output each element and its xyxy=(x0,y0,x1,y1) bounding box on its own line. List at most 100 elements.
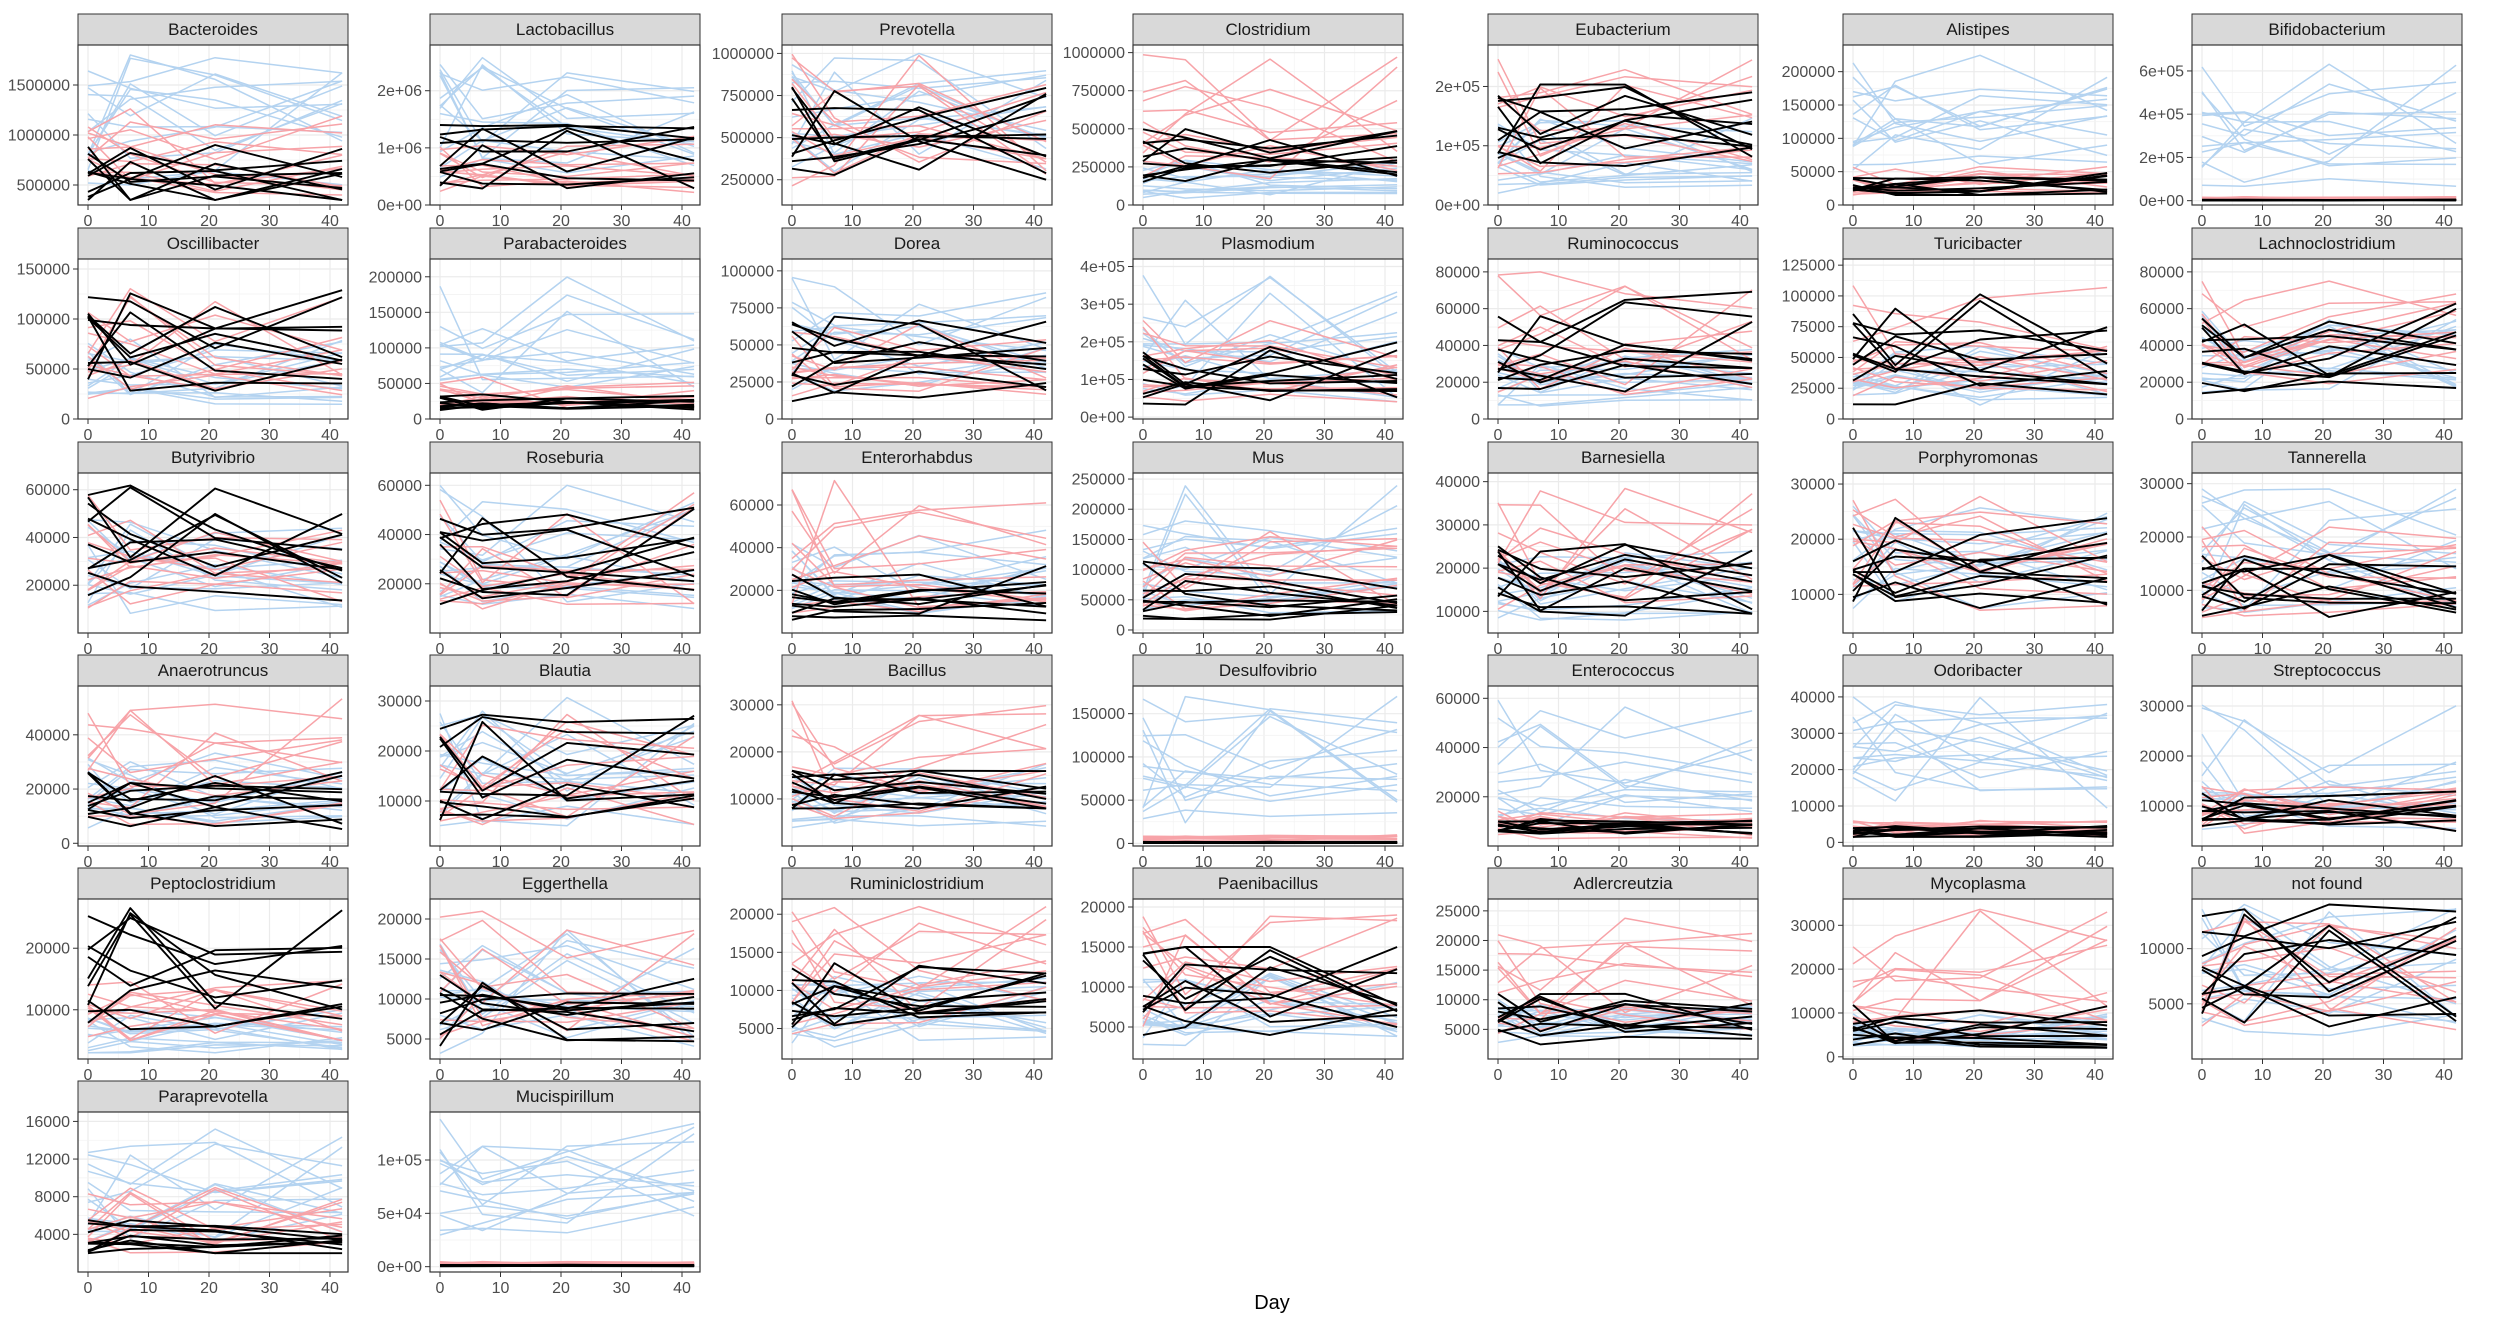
series-line-blue xyxy=(87,1181,343,1214)
series-line-black xyxy=(87,1222,343,1236)
x-tick-label: 20 xyxy=(1610,641,1628,658)
series-line-pink xyxy=(1852,498,2108,572)
panel-strip xyxy=(77,13,349,46)
panel-strip xyxy=(1842,441,2114,474)
series-line-black xyxy=(2201,920,2457,957)
y-tick-label: 0 xyxy=(1826,412,1835,429)
series-line-blue xyxy=(439,276,695,348)
x-tick-label: 30 xyxy=(1671,641,1689,658)
x-tick-label: 40 xyxy=(2086,1067,2104,1084)
series-line-blue xyxy=(1142,335,1398,353)
y-tick-label: 20000 xyxy=(378,912,423,929)
x-tick-label: 10 xyxy=(844,427,862,444)
x-tick-label: 30 xyxy=(1316,427,1334,444)
series-line-black xyxy=(2201,908,2457,993)
y-tick-label: 50000 xyxy=(26,362,71,379)
x-tick-label: 30 xyxy=(613,641,631,658)
y-tick-label: 80000 xyxy=(2140,264,2185,281)
x-tick-label: 30 xyxy=(1316,1067,1334,1084)
series-line-pink xyxy=(87,724,343,744)
series-line-black xyxy=(1142,986,1398,1029)
series-line-blue xyxy=(1852,712,2108,762)
panel-strip xyxy=(429,441,701,474)
series-line-pink xyxy=(1142,915,1398,1010)
series-line-blue xyxy=(1852,376,2108,399)
y-tick-label: 6e+05 xyxy=(2139,63,2184,80)
panel-title: Porphyromonas xyxy=(1918,448,2038,467)
series-line-black xyxy=(1852,1017,2108,1025)
series-line-blue xyxy=(2201,917,2457,971)
series-line-black xyxy=(439,395,695,410)
series-line-pink xyxy=(791,489,1047,570)
series-line-black xyxy=(1852,322,2108,371)
panel-title: Desulfovibrio xyxy=(1219,661,1317,680)
x-tick-label: 40 xyxy=(673,427,691,444)
series-line-pink xyxy=(2201,293,2457,328)
series-line-pink xyxy=(2201,565,2457,613)
series-line-black xyxy=(439,127,695,173)
series-line-pink xyxy=(1497,320,1753,368)
series-line-black xyxy=(87,158,343,201)
series-line-black xyxy=(1497,83,1753,158)
y-tick-label: 40000 xyxy=(2140,338,2185,355)
panel-strip xyxy=(1842,13,2114,46)
series-lines xyxy=(2201,280,2457,395)
panel-strip xyxy=(429,867,701,900)
y-tick-label: 0e+00 xyxy=(377,198,422,215)
panel-border xyxy=(1842,258,2114,420)
x-tick-label: 30 xyxy=(1671,854,1689,871)
series-line-black xyxy=(791,98,1047,160)
x-tick-label: 20 xyxy=(552,854,570,871)
series-line-blue xyxy=(1142,717,1398,802)
x-tick-label: 10 xyxy=(492,1280,510,1297)
x-tick-label: 20 xyxy=(904,213,922,230)
series-line-black xyxy=(439,977,695,1036)
series-line-pink xyxy=(87,494,343,551)
series-line-pink xyxy=(2201,302,2457,363)
panel-title: Anaerotruncus xyxy=(158,661,269,680)
series-line-blue xyxy=(87,56,343,87)
x-tick-label: 0 xyxy=(436,427,445,444)
series-line-pink xyxy=(87,1198,343,1245)
series-line-black xyxy=(1852,517,2108,574)
series-line-blue xyxy=(1142,291,1398,345)
x-tick-label: 0 xyxy=(1494,1067,1503,1084)
series-line-black xyxy=(439,506,695,536)
panel-eggerthella: Eggerthella 5000 10000 15000 20000 0 10 20 30 40 xyxy=(378,867,701,1084)
y-tick-label: 500000 xyxy=(721,130,774,147)
series-line-pink xyxy=(1142,1004,1398,1009)
x-tick-label: 10 xyxy=(140,1280,158,1297)
series-line-blue xyxy=(2201,1013,2457,1037)
series-line-blue xyxy=(1852,761,2108,791)
series-line-black xyxy=(791,109,1047,163)
series-line-pink xyxy=(1142,934,1398,1005)
panel-border xyxy=(1487,258,1759,420)
series-line-black xyxy=(87,804,343,820)
x-tick-label: 30 xyxy=(965,427,983,444)
series-line-pink xyxy=(1497,560,1753,604)
series-line-pink xyxy=(2201,280,2457,325)
series-line-blue xyxy=(2201,504,2457,563)
series-line-blue xyxy=(1497,394,1753,407)
panel-bacteroides: Bacteroides 500000 1000000 1500000 0 10 20 30 40 xyxy=(8,13,349,230)
series-line-blue xyxy=(1852,99,2108,157)
panel-lachnoclostridium: Lachnoclostridium 0 20000 40000 60000 80000 0 1… xyxy=(2140,227,2463,444)
y-tick-label: 2e+06 xyxy=(377,83,422,100)
series-line-black xyxy=(1852,293,2108,367)
series-line-black xyxy=(1142,349,1398,406)
panel-clostridium: Clostridium 0 250000 500000 750000 1000000 0 10… xyxy=(1063,13,1404,230)
series-line-black xyxy=(439,129,695,190)
series-line-blue xyxy=(439,944,695,991)
series-line-blue xyxy=(439,285,695,381)
series-line-black xyxy=(1497,94,1753,136)
series-line-blue xyxy=(439,501,695,544)
x-tick-label: 40 xyxy=(673,1067,691,1084)
panel-strip xyxy=(1842,867,2114,900)
series-line-blue xyxy=(1852,85,2108,127)
series-line-pink xyxy=(1497,952,1753,973)
series-line-black xyxy=(1497,86,1753,151)
series-line-blue xyxy=(1142,708,1398,787)
series-line-blue xyxy=(87,1039,343,1052)
x-tick-label: 30 xyxy=(2026,427,2044,444)
series-line-black xyxy=(87,909,343,1010)
